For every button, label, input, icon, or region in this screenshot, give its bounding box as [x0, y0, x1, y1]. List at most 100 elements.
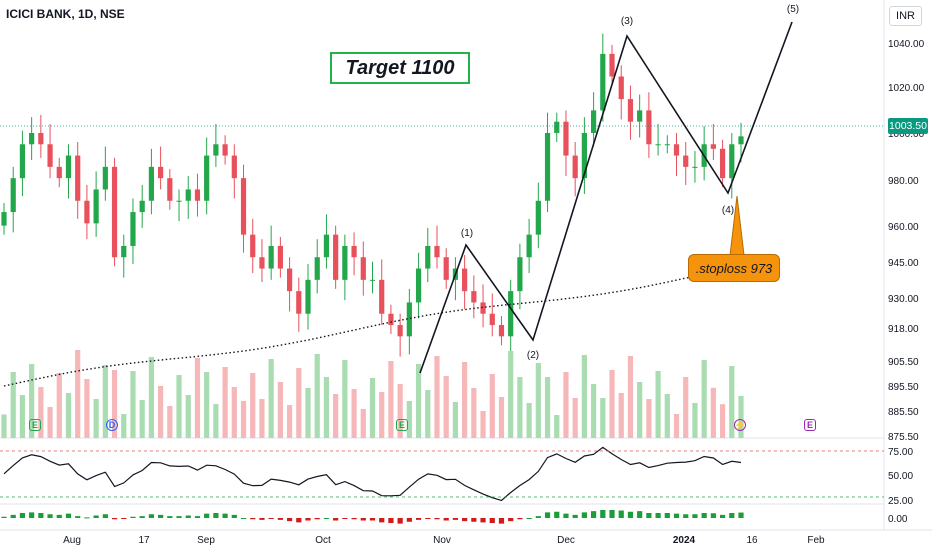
oscillator-bar [305, 518, 311, 521]
volume-bar [1, 414, 7, 438]
oscillator-bar [637, 511, 643, 518]
candle-body [204, 155, 210, 201]
volume-bar [158, 386, 164, 438]
volume-bar [351, 389, 357, 438]
candle-body [38, 132, 44, 145]
volume-bar [664, 394, 670, 438]
y-tick-label: 905.50 [888, 357, 919, 368]
y-tick-label: 1000.00 [888, 129, 925, 140]
volume-bar [554, 415, 560, 438]
oscillator-bar [692, 514, 698, 518]
candle-body [19, 144, 26, 179]
oscillator-bar [130, 516, 136, 518]
volume-bar [646, 399, 652, 438]
oscillator-bar [600, 510, 606, 518]
oscillator-bar [388, 518, 394, 523]
volume-bar [176, 375, 182, 438]
candle-body [1, 212, 7, 226]
y-tick-label: 930.00 [888, 294, 919, 305]
y-tick-label: 960.00 [888, 222, 919, 233]
candle-body [93, 189, 99, 224]
x-tick-label: Dec [557, 535, 575, 546]
y-tick-label: 885.50 [888, 407, 919, 418]
volume-bar [526, 403, 532, 438]
candle-body [130, 212, 136, 246]
y-tick-label: 945.00 [888, 258, 919, 269]
oscillator-bar [471, 518, 477, 522]
oscillator-bar [29, 512, 35, 518]
volume-bar [84, 379, 90, 438]
candle-body [406, 302, 412, 337]
volume-bar [167, 406, 173, 438]
y-tick-label: 918.00 [888, 324, 919, 335]
volume-bar [75, 350, 81, 438]
candle-body [176, 200, 182, 202]
volume-bar [397, 384, 403, 438]
oscillator-bar [425, 518, 431, 519]
oscillator-bar [452, 518, 459, 520]
oscillator-bar [591, 511, 597, 518]
volume-bar [517, 377, 523, 438]
volume-bar [38, 387, 44, 438]
volume-bar [452, 402, 459, 438]
oscillator-bar [47, 514, 53, 518]
oscillator-bar [323, 518, 330, 519]
volume-bar [333, 394, 339, 438]
x-tick-label: 2024 [673, 535, 696, 546]
oscillator-bar [581, 512, 587, 518]
oscillator-bar [360, 518, 366, 521]
earnings-badge[interactable]: E [804, 419, 816, 431]
candle-body [397, 325, 403, 337]
volume-bar [581, 355, 587, 438]
oscillator-bar [489, 518, 495, 523]
earnings-badge[interactable]: E [396, 419, 408, 431]
currency-selector[interactable]: INR [889, 6, 922, 26]
volume-bar [637, 382, 643, 438]
candle-body [609, 53, 615, 77]
oscillator-bar [314, 518, 320, 520]
volume-bar [591, 384, 597, 438]
oscillator-bar [56, 514, 62, 518]
earnings-badge[interactable]: E [29, 419, 41, 431]
oscillator-bar [535, 516, 541, 518]
oscillator-bar [111, 518, 118, 520]
oscillator-bar [701, 513, 707, 518]
volume-bar [121, 414, 127, 438]
oscillator-bar [213, 513, 219, 518]
oscillator-bar [148, 514, 154, 518]
volume-bar [627, 356, 634, 438]
volume-bar [305, 388, 311, 438]
volume-bar [10, 372, 16, 438]
volume-bar [655, 371, 661, 438]
oscillator-bar [544, 512, 551, 518]
volume-bar [204, 372, 210, 438]
split-event-icon[interactable]: ⚡ [734, 419, 746, 431]
candle-body [462, 268, 468, 292]
oscillator-bar [664, 513, 670, 518]
volume-bar [148, 357, 154, 438]
volume-bar [102, 365, 108, 438]
oscillator-bar [369, 518, 376, 521]
volume-bar [259, 399, 265, 438]
oscillator-bar [627, 511, 634, 518]
volume-bar [250, 373, 256, 438]
candle-body [443, 257, 449, 280]
candle-body [554, 121, 560, 133]
candle-body [222, 144, 228, 156]
oscillator-bar [618, 510, 624, 518]
dividend-badge[interactable]: D [106, 419, 118, 431]
oscillator-bar [526, 518, 532, 519]
oscillator-bar [498, 518, 505, 524]
oscillator-bar [10, 514, 16, 518]
target-annotation: Target 1100 [330, 52, 470, 84]
volume-bar [673, 414, 680, 438]
x-tick-label: Aug [63, 535, 81, 546]
candle-body [729, 144, 735, 179]
oscillator-bar [65, 513, 72, 518]
candle-body [75, 155, 81, 201]
volume-bar [719, 404, 726, 438]
oscillator-bar [609, 510, 615, 518]
candle-body [111, 166, 118, 258]
volume-bar [508, 351, 514, 438]
oscillator-bar [554, 511, 560, 518]
